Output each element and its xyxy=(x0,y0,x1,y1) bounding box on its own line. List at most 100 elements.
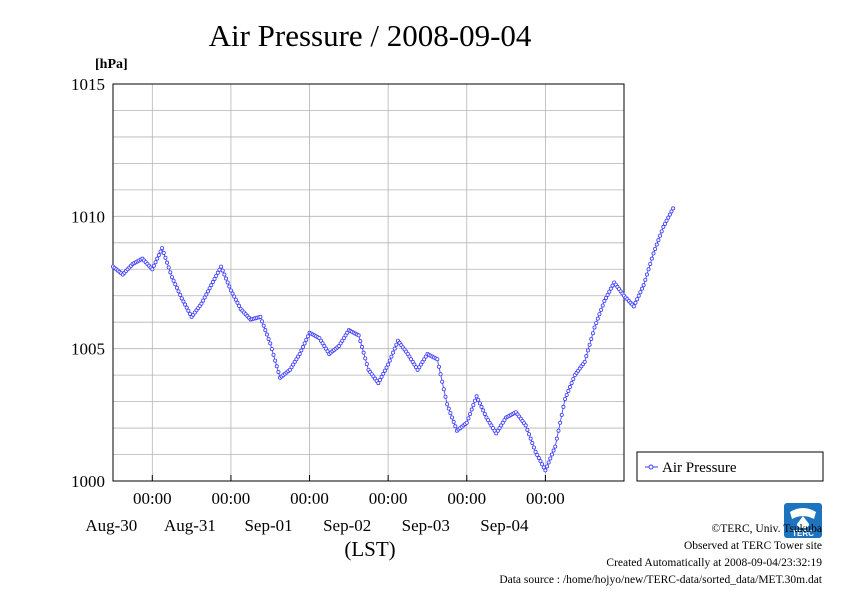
data-point xyxy=(441,387,446,392)
data-point xyxy=(217,267,222,272)
data-point xyxy=(595,316,600,321)
data-point xyxy=(563,396,568,401)
data-point xyxy=(662,221,667,226)
data-point xyxy=(153,260,158,265)
data-point xyxy=(474,394,479,399)
data-point xyxy=(382,368,387,373)
data-point xyxy=(356,333,361,338)
data-point xyxy=(237,303,242,308)
legend: Air Pressure xyxy=(636,451,824,482)
data-point xyxy=(271,352,276,357)
data-point xyxy=(150,267,155,272)
data-point xyxy=(471,403,476,408)
data-point xyxy=(523,423,528,428)
data-point xyxy=(528,436,533,441)
data-point xyxy=(533,449,538,454)
data-point xyxy=(594,321,599,326)
data-point xyxy=(659,229,664,234)
data-point xyxy=(597,312,602,317)
data-point xyxy=(379,374,384,379)
data-point xyxy=(387,358,392,363)
data-point xyxy=(538,459,543,464)
data-point xyxy=(468,411,473,416)
data-point xyxy=(233,297,238,302)
data-point xyxy=(392,346,397,351)
data-point xyxy=(305,334,310,339)
y-axis-unit-label: [hPa] xyxy=(95,57,128,72)
data-point xyxy=(186,308,191,313)
data-point xyxy=(631,304,636,309)
data-point xyxy=(527,432,532,437)
data-point xyxy=(605,292,610,297)
data-point xyxy=(359,344,364,349)
data-point xyxy=(530,441,535,446)
data-point xyxy=(476,397,481,402)
data-point xyxy=(667,212,672,217)
x-tick-date-label: Sep-02 xyxy=(323,516,371,535)
y-tick-label: 1005 xyxy=(71,340,105,359)
data-point xyxy=(651,251,656,256)
series-air-pressure xyxy=(111,206,676,473)
x-tick-time-label: 00:00 xyxy=(212,489,251,508)
data-point xyxy=(644,272,649,277)
data-point xyxy=(377,377,382,382)
data-point xyxy=(446,406,451,411)
x-tick-date-label: Sep-04 xyxy=(480,516,529,535)
data-point xyxy=(525,427,530,432)
data-point xyxy=(481,408,486,413)
data-point xyxy=(541,465,546,470)
data-point xyxy=(635,297,640,302)
data-point xyxy=(531,445,536,450)
data-point xyxy=(567,385,572,390)
data-point xyxy=(666,215,671,220)
data-point xyxy=(633,300,638,305)
data-point xyxy=(201,298,206,303)
data-point xyxy=(215,270,220,275)
data-point xyxy=(386,362,391,367)
data-point xyxy=(178,292,183,297)
data-point xyxy=(391,350,396,355)
data-point xyxy=(451,419,456,424)
data-point xyxy=(361,350,366,355)
footer-observed: Observed at TERC Tower site xyxy=(684,540,822,552)
x-tick-date-label: Sep-01 xyxy=(244,516,292,535)
data-point xyxy=(602,299,607,304)
data-point xyxy=(268,341,273,346)
data-point xyxy=(445,402,450,407)
data-point xyxy=(589,336,594,341)
data-point xyxy=(224,276,229,281)
data-point xyxy=(212,276,217,281)
data-point xyxy=(479,404,484,409)
footer-created: Created Automatically at 2008-09-04/23:3… xyxy=(606,557,822,569)
data-point xyxy=(571,377,576,382)
data-point xyxy=(653,246,658,251)
data-point xyxy=(176,289,181,294)
data-point xyxy=(273,358,278,363)
data-point xyxy=(169,275,174,280)
data-point xyxy=(482,411,487,416)
data-point xyxy=(536,456,541,461)
data-point xyxy=(210,280,215,285)
data-point xyxy=(664,218,669,223)
data-point xyxy=(582,359,587,364)
data-point xyxy=(384,365,389,370)
data-point xyxy=(381,371,386,376)
data-point xyxy=(543,468,548,473)
data-point xyxy=(641,283,646,288)
data-point xyxy=(165,260,170,265)
data-point xyxy=(184,305,189,310)
data-point xyxy=(564,392,569,397)
data-point xyxy=(260,319,265,324)
data-point xyxy=(600,303,605,308)
data-point xyxy=(466,416,471,421)
data-point xyxy=(569,381,574,386)
data-point xyxy=(546,460,551,465)
data-point xyxy=(643,277,648,282)
data-point xyxy=(638,290,643,295)
data-point xyxy=(232,294,237,299)
legend-entry-air-pressure: Air Pressure xyxy=(662,460,737,476)
data-point xyxy=(646,267,651,272)
x-tick-time-label: 00:00 xyxy=(447,489,486,508)
data-point xyxy=(640,286,645,291)
